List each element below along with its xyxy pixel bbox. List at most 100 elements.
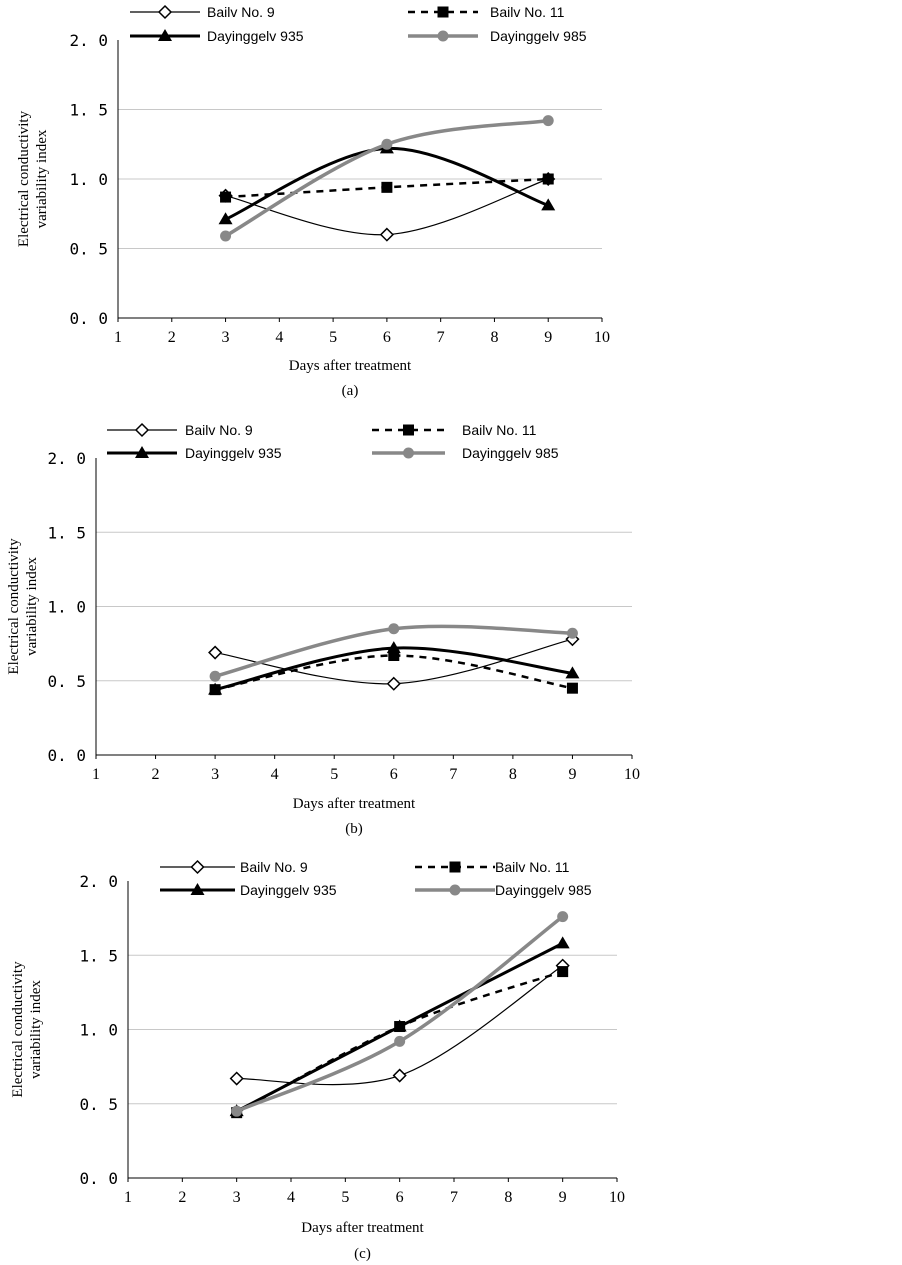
data-point-bailv-no-11 bbox=[557, 966, 569, 978]
x-tick-label: 6 bbox=[396, 1189, 404, 1206]
data-point-dayinggelv-935 bbox=[386, 641, 401, 654]
y-tick-label: 1. 0 bbox=[69, 170, 108, 189]
data-point-dayinggelv-985 bbox=[381, 138, 393, 150]
y-tick-label: 2. 0 bbox=[47, 449, 86, 468]
data-point-dayinggelv-935 bbox=[555, 936, 570, 949]
x-tick-label: 7 bbox=[449, 766, 457, 783]
data-point-bailv-no-9 bbox=[229, 1071, 244, 1086]
x-tick-label: 5 bbox=[330, 766, 338, 783]
data-point-dayinggelv-985 bbox=[231, 1105, 243, 1117]
chart-panel-b: 0. 0 0. 5 1. 0 1. 5 2. 0 1 2 3 4 5 6 7 8 9 10 Days afte… bbox=[6, 422, 640, 837]
data-point-bailv-no-9 bbox=[392, 1068, 407, 1083]
y-tick-label: 0. 5 bbox=[69, 240, 108, 259]
x-axis-title: Days after treatment bbox=[301, 1220, 424, 1236]
data-point-dayinggelv-935 bbox=[218, 212, 233, 225]
legend-marker-dayinggelv-935 bbox=[135, 446, 149, 458]
legend-marker-bailv-no-9 bbox=[190, 859, 205, 875]
legend-label: Bailv No. 9 bbox=[240, 859, 308, 875]
x-tick-label: 7 bbox=[450, 1189, 458, 1206]
legend-label: Bailv No. 9 bbox=[185, 422, 253, 438]
y-tick-label: 1. 5 bbox=[79, 946, 118, 965]
x-tick-label: 2 bbox=[168, 329, 176, 346]
y-tick-label: 0. 0 bbox=[47, 746, 86, 765]
data-point-dayinggelv-985 bbox=[394, 1035, 406, 1047]
legend-label: Dayinggelv 935 bbox=[185, 445, 282, 461]
data-point-bailv-no-11 bbox=[542, 173, 554, 185]
data-point-bailv-no-11 bbox=[388, 650, 400, 662]
x-tick-label: 3 bbox=[233, 1189, 241, 1206]
y-tick-label: 2. 0 bbox=[79, 872, 118, 891]
data-point-bailv-no-9 bbox=[386, 676, 401, 691]
data-point-dayinggelv-985 bbox=[209, 670, 221, 682]
y-axis-title: variability index bbox=[34, 129, 50, 228]
x-tick-label: 10 bbox=[594, 329, 610, 346]
x-tick-label: 2 bbox=[152, 766, 160, 783]
x-axis-title: Days after treatment bbox=[293, 796, 416, 812]
x-tick-label: 8 bbox=[509, 766, 517, 783]
legend-marker-dayinggelv-935 bbox=[190, 883, 205, 895]
x-tick-label: 6 bbox=[390, 766, 398, 783]
legend-label: Bailv No. 9 bbox=[207, 4, 275, 20]
x-tick-label: 7 bbox=[437, 329, 445, 346]
x-tick-label: 4 bbox=[271, 766, 279, 783]
data-point-dayinggelv-935 bbox=[392, 1019, 407, 1032]
chart-panel-c: 0. 0 0. 5 1. 0 1. 5 2. 0 1 2 3 4 5 6 7 8 9 10 Days afte… bbox=[10, 859, 625, 1262]
data-point-bailv-no-9 bbox=[208, 645, 223, 660]
data-point-bailv-no-11 bbox=[381, 181, 393, 193]
panel-caption: (a) bbox=[342, 383, 359, 399]
x-tick-label: 6 bbox=[383, 329, 391, 346]
data-point-dayinggelv-935 bbox=[208, 682, 223, 695]
legend-label: Dayinggelv 935 bbox=[240, 882, 337, 898]
legend-marker-bailv-no-11 bbox=[403, 424, 414, 436]
legend-marker-bailv-no-9 bbox=[157, 4, 173, 20]
legend-marker-dayinggelv-985 bbox=[449, 884, 461, 896]
legend-label: Bailv No. 11 bbox=[462, 422, 537, 438]
x-tick-label: 9 bbox=[559, 1189, 567, 1206]
y-axis-title: Electrical conductivity bbox=[6, 538, 22, 675]
panel-caption: (c) bbox=[354, 1246, 371, 1262]
legend-marker-dayinggelv-935 bbox=[158, 29, 172, 41]
legend-label: Dayinggelv 985 bbox=[462, 445, 559, 461]
x-tick-label: 10 bbox=[624, 766, 640, 783]
x-tick-label: 3 bbox=[211, 766, 219, 783]
x-tick-label: 2 bbox=[178, 1189, 186, 1206]
x-tick-label: 4 bbox=[275, 329, 283, 346]
y-tick-label: 0. 5 bbox=[47, 672, 86, 691]
x-tick-label: 1 bbox=[124, 1189, 132, 1206]
y-axis-title: variability index bbox=[28, 980, 44, 1079]
data-point-dayinggelv-935 bbox=[565, 666, 580, 679]
x-tick-label: 5 bbox=[329, 329, 337, 346]
x-tick-label: 1 bbox=[92, 766, 100, 783]
y-tick-label: 1. 5 bbox=[69, 101, 108, 120]
y-tick-label: 0. 0 bbox=[79, 1169, 118, 1188]
y-axis-title: Electrical conductivity bbox=[16, 110, 32, 247]
data-point-bailv-no-11 bbox=[220, 191, 232, 203]
legend-label: Bailv No. 11 bbox=[490, 4, 565, 20]
y-tick-label: 2. 0 bbox=[69, 31, 108, 50]
legend-marker-bailv-no-11 bbox=[449, 861, 461, 873]
y-tick-label: 1. 5 bbox=[47, 523, 86, 542]
data-point-dayinggelv-985 bbox=[557, 911, 569, 923]
legend-label: Bailv No. 11 bbox=[495, 859, 570, 875]
chart-panel-a: 0. 0 0. 5 1. 0 1. 5 2. 0 1 2 3 4 5 6 7 8 9 10 Days afte… bbox=[16, 4, 610, 399]
legend-marker-dayinggelv-985 bbox=[437, 30, 449, 42]
x-tick-label: 4 bbox=[287, 1189, 295, 1206]
x-tick-label: 9 bbox=[544, 329, 552, 346]
legend-marker-bailv-no-9 bbox=[134, 422, 150, 438]
data-point-dayinggelv-985 bbox=[220, 230, 232, 242]
series-line-dayinggelv-985 bbox=[224, 118, 549, 238]
x-tick-label: 8 bbox=[504, 1189, 512, 1206]
legend-label: Dayinggelv 985 bbox=[495, 882, 592, 898]
x-tick-label: 8 bbox=[490, 329, 498, 346]
data-point-dayinggelv-935 bbox=[541, 198, 556, 211]
y-tick-label: 0. 5 bbox=[79, 1095, 118, 1114]
y-tick-label: 0. 0 bbox=[69, 309, 108, 328]
data-point-dayinggelv-985 bbox=[388, 623, 400, 635]
x-tick-label: 10 bbox=[609, 1189, 625, 1206]
legend-label: Dayinggelv 985 bbox=[490, 28, 587, 44]
legend-marker-dayinggelv-985 bbox=[403, 447, 414, 459]
y-axis-title: variability index bbox=[24, 557, 40, 656]
legend-marker-bailv-no-11 bbox=[437, 6, 449, 18]
x-tick-label: 9 bbox=[568, 766, 576, 783]
